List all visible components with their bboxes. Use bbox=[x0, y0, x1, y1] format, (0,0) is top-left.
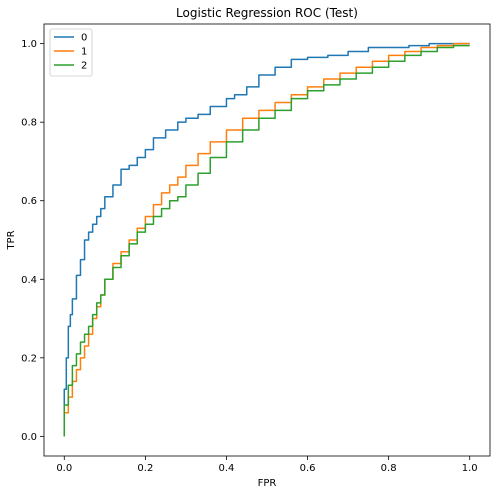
x-axis: 0.0 0.2 0.4 0.6 0.8 1.0 bbox=[56, 456, 478, 474]
x-tick-label: 0.0 bbox=[56, 463, 72, 474]
series-line-0 bbox=[63, 42, 470, 437]
x-tick-label: 0.4 bbox=[219, 463, 235, 474]
x-tick-label: 1.0 bbox=[462, 463, 478, 474]
x-tick-label: 0.8 bbox=[381, 463, 397, 474]
legend: 0 1 2 bbox=[49, 28, 93, 77]
x-tick-label: 0.6 bbox=[300, 463, 316, 474]
series-layer bbox=[63, 42, 470, 437]
series-line-1 bbox=[63, 42, 470, 437]
y-tick-label: 0.4 bbox=[21, 275, 37, 286]
plot-area bbox=[44, 24, 490, 456]
x-tick-label: 0.2 bbox=[137, 463, 153, 474]
series-line-2 bbox=[63, 44, 470, 437]
y-axis: 0.0 0.2 0.4 0.6 0.8 1.0 bbox=[21, 39, 44, 443]
y-tick-label: 0.0 bbox=[21, 432, 37, 443]
plot-background bbox=[44, 24, 490, 456]
chart-title: Logistic Regression ROC (Test) bbox=[176, 6, 358, 20]
y-tick-label: 1.0 bbox=[21, 39, 37, 50]
legend-label-0: 0 bbox=[81, 33, 87, 44]
y-tick-label: 0.8 bbox=[21, 118, 37, 129]
legend-label-1: 1 bbox=[81, 47, 87, 58]
plot-frame bbox=[43, 23, 491, 457]
y-tick-label: 0.6 bbox=[21, 196, 37, 207]
y-tick-label: 0.2 bbox=[21, 353, 37, 364]
legend-label-2: 2 bbox=[81, 61, 87, 72]
x-axis-title: FPR bbox=[258, 478, 277, 489]
y-axis-title: TPR bbox=[6, 230, 17, 250]
